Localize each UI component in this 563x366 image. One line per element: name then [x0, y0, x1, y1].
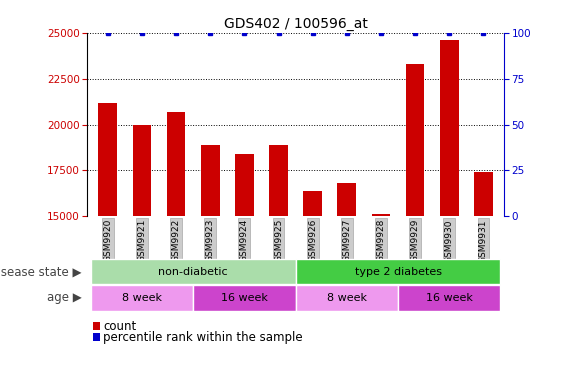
Text: 16 week: 16 week	[426, 293, 473, 303]
Bar	[296, 285, 398, 311]
Text: 8 week: 8 week	[122, 293, 162, 303]
Bar	[269, 145, 288, 216]
Bar	[99, 102, 117, 216]
Bar	[406, 64, 425, 216]
Bar	[474, 172, 493, 216]
Text: disease state ▶: disease state ▶	[0, 265, 82, 278]
Bar	[201, 145, 220, 216]
Bar	[398, 285, 501, 311]
Title: GDS402 / 100596_at: GDS402 / 100596_at	[224, 16, 368, 30]
Text: non-diabetic: non-diabetic	[158, 266, 228, 277]
Text: age ▶: age ▶	[47, 291, 82, 305]
Text: type 2 diabetes: type 2 diabetes	[355, 266, 441, 277]
Bar	[303, 191, 322, 216]
Text: 8 week: 8 week	[327, 293, 367, 303]
Text: percentile rank within the sample: percentile rank within the sample	[103, 331, 303, 344]
Bar	[193, 285, 296, 311]
Bar	[235, 154, 254, 216]
Text: 16 week: 16 week	[221, 293, 268, 303]
Bar	[337, 183, 356, 216]
Bar	[91, 259, 296, 284]
Text: count: count	[103, 320, 136, 333]
Bar	[91, 285, 193, 311]
Bar	[440, 40, 459, 216]
Bar	[167, 112, 185, 216]
Bar	[296, 259, 501, 284]
Bar	[132, 124, 151, 216]
Bar	[372, 214, 390, 216]
